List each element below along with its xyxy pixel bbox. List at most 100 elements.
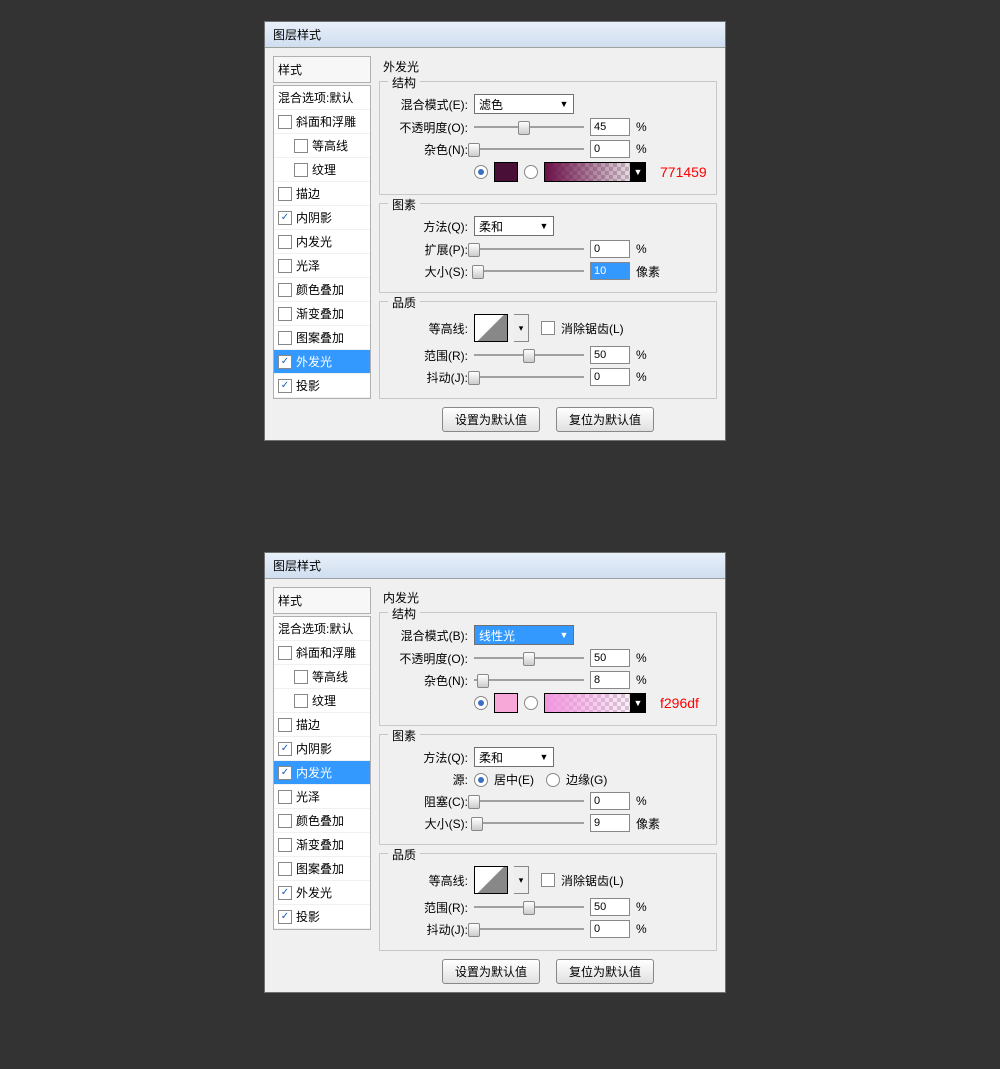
jitter-slider[interactable] — [474, 370, 584, 384]
set-default-button[interactable]: 设置为默认值 — [442, 959, 540, 984]
style-checkbox[interactable] — [278, 718, 292, 732]
style-checkbox[interactable] — [278, 766, 292, 780]
style-checkbox[interactable] — [278, 115, 292, 129]
source-edge-radio[interactable] — [546, 773, 560, 787]
noise-input[interactable]: 8 — [590, 671, 630, 689]
style-item-5[interactable]: 内阴影 — [274, 737, 370, 761]
style-checkbox[interactable] — [294, 139, 308, 153]
style-item-3[interactable]: 纹理 — [274, 158, 370, 182]
styles-header[interactable]: 样式 — [273, 56, 371, 83]
chevron-down-icon[interactable]: ▾ — [514, 314, 529, 342]
style-checkbox[interactable] — [278, 331, 292, 345]
style-checkbox[interactable] — [278, 283, 292, 297]
style-item-10[interactable]: 图案叠加 — [274, 326, 370, 350]
style-checkbox[interactable] — [278, 838, 292, 852]
style-checkbox[interactable] — [278, 910, 292, 924]
range-slider-thumb[interactable] — [523, 901, 535, 915]
size-slider-thumb[interactable] — [471, 817, 483, 831]
style-item-12[interactable]: 投影 — [274, 374, 370, 398]
jitter-input[interactable]: 0 — [590, 368, 630, 386]
reset-default-button[interactable]: 复位为默认值 — [556, 407, 654, 432]
spread-slider-thumb[interactable] — [468, 243, 480, 257]
color-solid-radio[interactable] — [474, 165, 488, 179]
opacity-input[interactable]: 50 — [590, 649, 630, 667]
source-center-radio[interactable] — [474, 773, 488, 787]
color-gradient-radio[interactable] — [524, 165, 538, 179]
style-item-10[interactable]: 图案叠加 — [274, 857, 370, 881]
style-item-11[interactable]: 外发光 — [274, 350, 370, 374]
opacity-input[interactable]: 45 — [590, 118, 630, 136]
style-item-4[interactable]: 描边 — [274, 713, 370, 737]
jitter-slider-thumb[interactable] — [468, 923, 480, 937]
style-item-6[interactable]: 内发光 — [274, 761, 370, 785]
style-item-11[interactable]: 外发光 — [274, 881, 370, 905]
style-checkbox[interactable] — [278, 862, 292, 876]
chevron-down-icon[interactable]: ▾ — [514, 866, 529, 894]
styles-header[interactable]: 样式 — [273, 587, 371, 614]
size-slider[interactable] — [474, 264, 584, 278]
opacity-slider[interactable] — [474, 120, 584, 134]
style-item-6[interactable]: 内发光 — [274, 230, 370, 254]
style-checkbox[interactable] — [294, 670, 308, 684]
style-checkbox[interactable] — [278, 646, 292, 660]
reset-default-button[interactable]: 复位为默认值 — [556, 959, 654, 984]
range-slider[interactable] — [474, 348, 584, 362]
choke-slider-thumb[interactable] — [468, 795, 480, 809]
size-slider-thumb[interactable] — [472, 265, 484, 279]
style-item-0[interactable]: 混合选项:默认 — [274, 86, 370, 110]
gradient-preview[interactable]: ▼ — [544, 162, 646, 182]
antialias-checkbox[interactable] — [541, 321, 555, 335]
style-checkbox[interactable] — [278, 307, 292, 321]
choke-input[interactable]: 0 — [590, 792, 630, 810]
noise-slider[interactable] — [474, 673, 584, 687]
color-swatch[interactable] — [494, 162, 518, 182]
style-checkbox[interactable] — [278, 187, 292, 201]
spread-slider[interactable] — [474, 242, 584, 256]
noise-slider[interactable] — [474, 142, 584, 156]
style-item-8[interactable]: 颜色叠加 — [274, 278, 370, 302]
style-item-4[interactable]: 描边 — [274, 182, 370, 206]
size-input[interactable]: 9 — [590, 814, 630, 832]
style-checkbox[interactable] — [278, 355, 292, 369]
style-item-5[interactable]: 内阴影 — [274, 206, 370, 230]
range-input[interactable]: 50 — [590, 346, 630, 364]
style-item-2[interactable]: 等高线 — [274, 665, 370, 689]
style-checkbox[interactable] — [278, 211, 292, 225]
style-item-7[interactable]: 光泽 — [274, 785, 370, 809]
noise-slider-thumb[interactable] — [468, 143, 480, 157]
style-checkbox[interactable] — [278, 814, 292, 828]
noise-input[interactable]: 0 — [590, 140, 630, 158]
style-item-3[interactable]: 纹理 — [274, 689, 370, 713]
style-checkbox[interactable] — [294, 694, 308, 708]
style-item-8[interactable]: 颜色叠加 — [274, 809, 370, 833]
style-item-7[interactable]: 光泽 — [274, 254, 370, 278]
style-item-2[interactable]: 等高线 — [274, 134, 370, 158]
contour-preview[interactable] — [474, 314, 508, 342]
opacity-slider[interactable] — [474, 651, 584, 665]
style-item-12[interactable]: 投影 — [274, 905, 370, 929]
method-dropdown[interactable]: 柔和▼ — [474, 216, 554, 236]
size-input[interactable]: 10 — [590, 262, 630, 280]
style-checkbox[interactable] — [278, 742, 292, 756]
opacity-slider-thumb[interactable] — [523, 652, 535, 666]
jitter-input[interactable]: 0 — [590, 920, 630, 938]
range-input[interactable]: 50 — [590, 898, 630, 916]
style-checkbox[interactable] — [278, 235, 292, 249]
color-swatch[interactable] — [494, 693, 518, 713]
style-checkbox[interactable] — [278, 790, 292, 804]
style-item-1[interactable]: 斜面和浮雕 — [274, 110, 370, 134]
choke-slider[interactable] — [474, 794, 584, 808]
gradient-preview[interactable]: ▼ — [544, 693, 646, 713]
blend-mode-dropdown[interactable]: 滤色▼ — [474, 94, 574, 114]
style-checkbox[interactable] — [294, 163, 308, 177]
size-slider[interactable] — [474, 816, 584, 830]
set-default-button[interactable]: 设置为默认值 — [442, 407, 540, 432]
range-slider-thumb[interactable] — [523, 349, 535, 363]
color-solid-radio[interactable] — [474, 696, 488, 710]
opacity-slider-thumb[interactable] — [518, 121, 530, 135]
range-slider[interactable] — [474, 900, 584, 914]
contour-preview[interactable] — [474, 866, 508, 894]
color-gradient-radio[interactable] — [524, 696, 538, 710]
method-dropdown[interactable]: 柔和▼ — [474, 747, 554, 767]
spread-input[interactable]: 0 — [590, 240, 630, 258]
